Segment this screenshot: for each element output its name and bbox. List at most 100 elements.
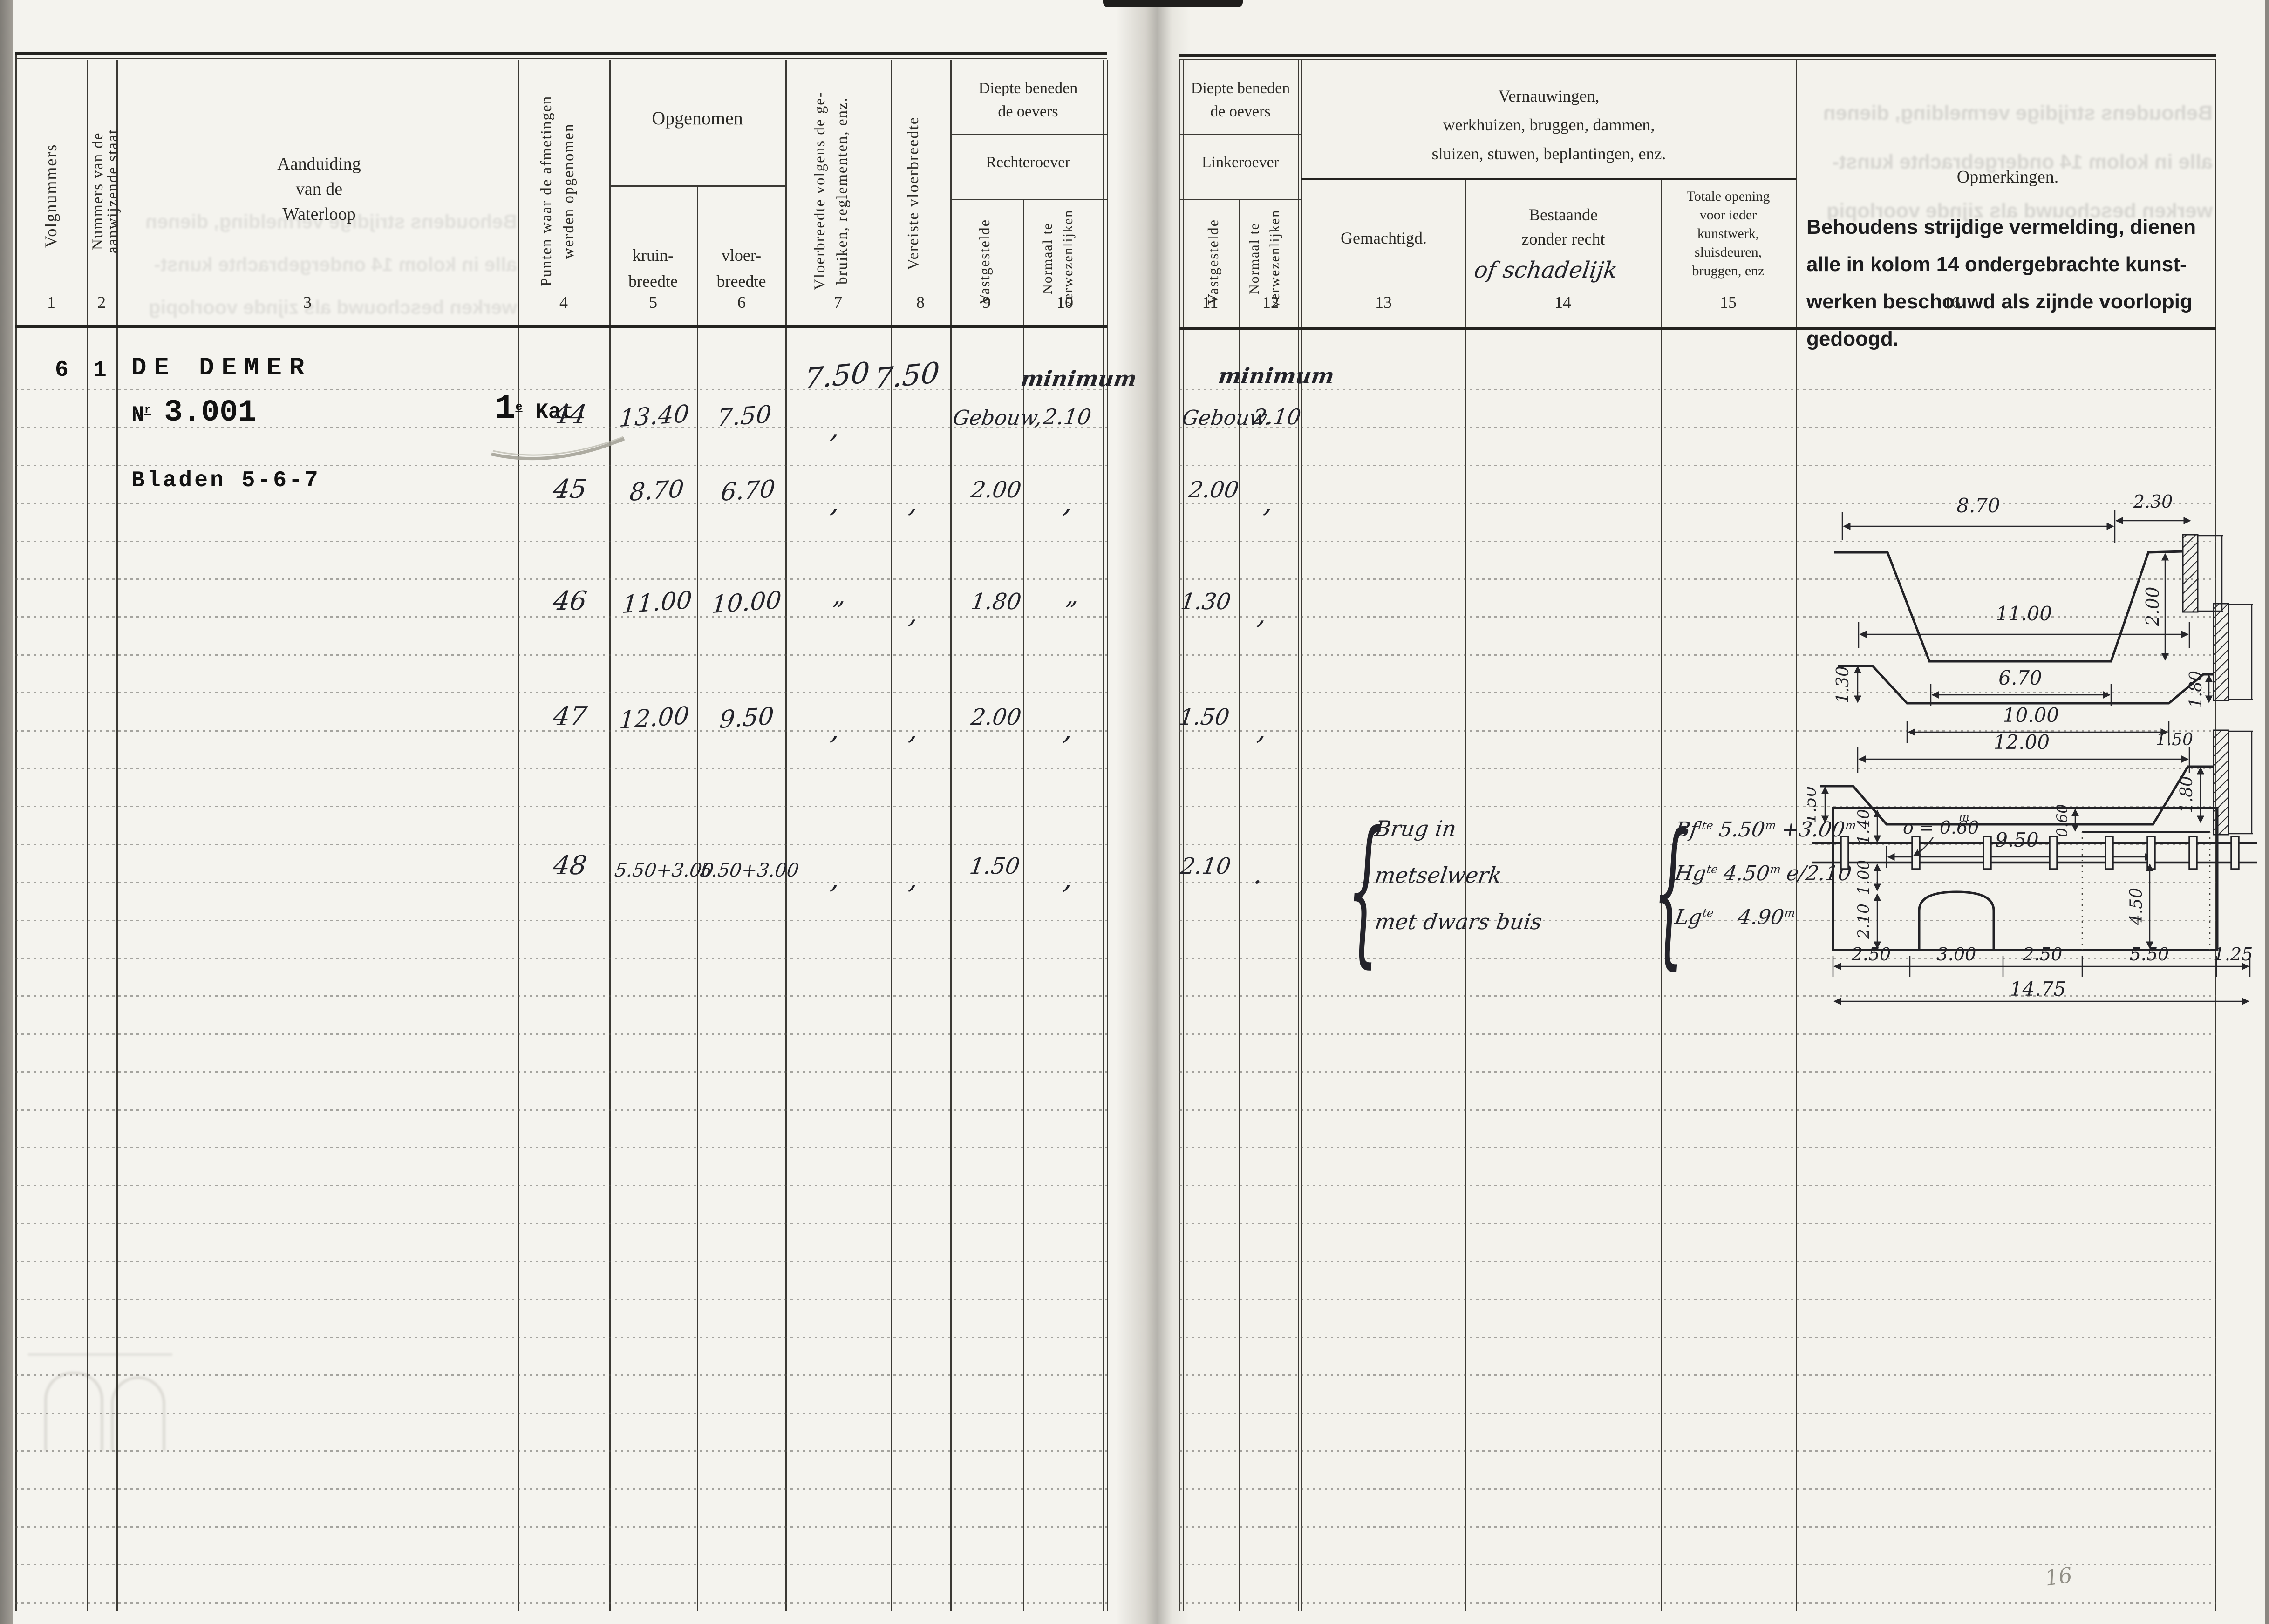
dotted-row-rule bbox=[15, 1147, 1107, 1148]
table-border-rule bbox=[609, 185, 785, 187]
cell-45-c5: 8.70 bbox=[628, 475, 685, 507]
f4-left-bottom-dim: 2.10 bbox=[1854, 904, 1873, 939]
f4-seg1-dim: 2.50 bbox=[1851, 944, 1891, 965]
f4-total-dim: 14.75 bbox=[2010, 978, 2066, 1000]
dotted-row-rule bbox=[1179, 1223, 2216, 1224]
cell-47-c5: 12.00 bbox=[618, 701, 690, 735]
pencil-page-number: 16 bbox=[2043, 1562, 2074, 1591]
col3-number: 3 bbox=[303, 293, 312, 312]
table-border-rule bbox=[15, 58, 1107, 59]
f2-top-dim: 11.00 bbox=[1996, 602, 2052, 625]
col15-number: 15 bbox=[1720, 293, 1737, 312]
col12-number: 12 bbox=[1262, 293, 1279, 312]
cell-48-c4: 48 bbox=[551, 850, 589, 881]
dotted-row-rule bbox=[1179, 465, 2216, 466]
col11-number: 11 bbox=[1202, 293, 1219, 312]
table-column-rule bbox=[697, 185, 698, 1611]
cell-min-c7: 7.50 bbox=[803, 355, 871, 396]
dotted-row-rule bbox=[15, 1450, 1107, 1452]
f2-bottom-dim: 10.00 bbox=[2003, 704, 2059, 727]
cell-45-c6: 6.70 bbox=[720, 475, 777, 507]
dotted-row-rule bbox=[1179, 654, 2216, 656]
entry-staatnummer: 1 bbox=[93, 358, 107, 383]
col3-header: Aanduiding van de Waterloop bbox=[277, 154, 361, 224]
left-page bbox=[13, 0, 1147, 1624]
dotted-row-rule bbox=[1179, 692, 2216, 693]
dotted-row-rule bbox=[15, 541, 1107, 542]
f4-seg3-dim: 2.50 bbox=[2023, 944, 2063, 965]
dotted-row-rule bbox=[15, 1261, 1107, 1262]
dotted-row-rule bbox=[1179, 882, 2216, 883]
col10-number: 10 bbox=[1056, 293, 1073, 312]
f3-top-dim: 12.00 bbox=[1994, 731, 2050, 754]
dotted-row-rule bbox=[15, 1299, 1107, 1300]
table-column-rule bbox=[1661, 178, 1662, 1611]
dotted-row-rule bbox=[15, 844, 1107, 845]
table-column-rule bbox=[1107, 60, 1108, 1611]
col2-header-line2: aanwijzende staat bbox=[104, 129, 121, 253]
dotted-row-rule bbox=[1179, 768, 2216, 769]
table-border-rule bbox=[1179, 199, 1301, 200]
dotted-row-rule bbox=[15, 1413, 1107, 1414]
table-border-rule bbox=[950, 199, 1107, 200]
f1-depth-dim: 2.00 bbox=[2142, 587, 2163, 627]
cell-48-c13-line3: met dwars buis bbox=[1373, 909, 1544, 934]
col1-number: 1 bbox=[47, 293, 55, 312]
table-column-rule bbox=[15, 52, 17, 1611]
table-column-rule bbox=[785, 60, 787, 1611]
dotted-row-rule bbox=[1179, 389, 2216, 390]
f1-top-dim: 8.70 bbox=[1956, 494, 2000, 517]
dotted-row-rule bbox=[15, 616, 1107, 618]
cell-45-c4: 45 bbox=[551, 474, 589, 504]
opgenomen-group-header: Opgenomen bbox=[652, 108, 743, 129]
cell-46-c6: 10.00 bbox=[710, 586, 783, 619]
diepte-rechteroever-header: Diepte beneden de oevers bbox=[978, 80, 1078, 120]
col13-number: 13 bbox=[1375, 293, 1392, 312]
col16-number: 16 bbox=[1943, 293, 1960, 312]
dotted-row-rule bbox=[15, 654, 1107, 656]
scan-edge-left bbox=[0, 0, 13, 1624]
table-column-rule bbox=[1179, 59, 1180, 1611]
dotted-row-rule bbox=[1179, 1033, 2216, 1035]
table-border-rule bbox=[1179, 54, 2216, 57]
dotted-row-rule bbox=[15, 427, 1107, 428]
dotted-row-rule bbox=[1179, 541, 2216, 542]
dotted-row-rule bbox=[15, 1488, 1107, 1490]
col1-header: Volgnummers bbox=[41, 143, 60, 248]
col7-header-line1: Vloerbreedte volgens de ge- bbox=[811, 91, 828, 291]
cell-48-c6: 5.50+3.00 bbox=[698, 860, 800, 881]
dotted-row-rule bbox=[1179, 1564, 2216, 1565]
dotted-row-rule bbox=[15, 389, 1107, 390]
dotted-row-rule bbox=[15, 806, 1107, 807]
cell-47-c4: 47 bbox=[551, 701, 589, 732]
col8-number: 8 bbox=[916, 293, 925, 312]
entry-number-line: Nr 3.001 bbox=[131, 395, 257, 430]
table-border-rule bbox=[1179, 134, 1301, 135]
table-border-rule bbox=[15, 325, 1107, 328]
dotted-row-rule bbox=[1179, 578, 2216, 580]
cell-48-c15-line3: Lgte 4.90m bbox=[1673, 905, 1796, 929]
dotted-row-rule bbox=[15, 692, 1107, 693]
f3-bottom-dim: 9.50 bbox=[1995, 829, 2039, 851]
entry-bladen: Bladen 5-6-7 bbox=[131, 468, 320, 493]
table-column-rule bbox=[1023, 199, 1024, 1611]
linkeroever-subheader: Linkeroever bbox=[1201, 154, 1280, 171]
cell-44-c9: Gebouw, bbox=[951, 406, 1044, 430]
entry-volgnummer: 6 bbox=[55, 358, 68, 383]
col9-number: 9 bbox=[982, 293, 991, 312]
table-column-rule bbox=[891, 60, 892, 1611]
col4-number: 4 bbox=[559, 293, 568, 312]
col6-header: vloer-breedte bbox=[716, 246, 766, 291]
cell-44-c6: 7.50 bbox=[716, 401, 773, 432]
dotted-row-rule bbox=[1179, 1071, 2216, 1073]
col13-brace: { bbox=[1347, 797, 1383, 982]
f1-offset-dim: 2.30 bbox=[2133, 491, 2173, 512]
table-border-rule bbox=[1179, 327, 2216, 330]
scan-edge-right bbox=[2265, 0, 2269, 1624]
col4-header-line1: Punten waar de afmetingen bbox=[538, 95, 555, 287]
f4-seg5-dim: 1.25 bbox=[2214, 944, 2253, 965]
cell-min-c8: 7.50 bbox=[873, 355, 941, 396]
cell-45-c9: 2.00 bbox=[969, 477, 1023, 503]
dotted-row-rule bbox=[15, 1223, 1107, 1224]
